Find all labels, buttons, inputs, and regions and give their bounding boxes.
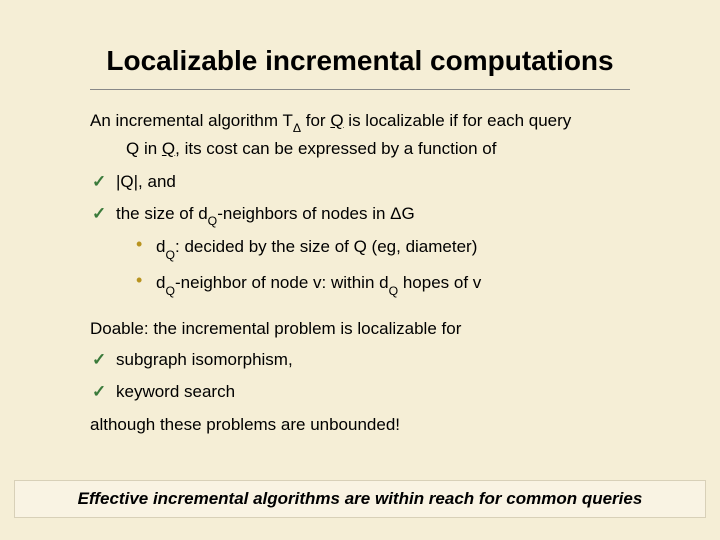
- slide-title: Localizable incremental computations: [30, 45, 690, 77]
- footer-callout: Effective incremental algorithms are wit…: [14, 480, 706, 518]
- intro-mid2: is localizable if for each query: [344, 111, 572, 130]
- dq-suffix: G: [402, 204, 415, 223]
- doable-item-2: keyword search: [90, 379, 630, 405]
- check-item-q: |Q|, and: [90, 169, 630, 195]
- dq-delta: Δ: [390, 204, 401, 223]
- intro-line2: Q in Q, its cost can be expressed by a f…: [90, 136, 630, 162]
- doable-lead: Doable: the incremental problem is local…: [90, 316, 630, 342]
- intro-part1: An incremental algorithm T: [90, 111, 293, 130]
- check-item-q-text: |Q|, and: [116, 172, 176, 191]
- sb2-sub2: Q: [389, 284, 399, 298]
- doable-block: Doable: the incremental problem is local…: [90, 316, 630, 405]
- intro-text: An incremental algorithm TΔ for Q is loc…: [90, 108, 630, 161]
- sub-bullet-1: dQ: decided by the size of Q (eg, diamet…: [134, 234, 630, 262]
- intro-Q2-underline: Q: [162, 139, 175, 158]
- check-list-1: |Q|, and the size of dQ-neighbors of nod…: [90, 169, 630, 228]
- doable-item-2-text: keyword search: [116, 382, 235, 401]
- sub-bullet-2: dQ-neighbor of node v: within dQ hopes o…: [134, 270, 630, 298]
- intro-Q-underline: Q: [330, 111, 343, 130]
- check-list-2: subgraph isomorphism, keyword search: [90, 347, 630, 404]
- intro-line2-suffix: , its cost can be expressed by a functio…: [175, 139, 496, 158]
- sb1-text: : decided by the size of Q (eg, diameter…: [175, 237, 477, 256]
- intro-line2-prefix: Q in: [126, 139, 162, 158]
- doable-item-1-text: subgraph isomorphism,: [116, 350, 293, 369]
- sb2-suffix: hopes of v: [398, 273, 481, 292]
- although-text: although these problems are unbounded!: [90, 412, 630, 438]
- sub-bullet-list: dQ: decided by the size of Q (eg, diamet…: [134, 234, 630, 297]
- check-item-dq: the size of dQ-neighbors of nodes in ΔG: [90, 201, 630, 229]
- doable-item-1: subgraph isomorphism,: [90, 347, 630, 373]
- intro-mid1: for: [301, 111, 330, 130]
- sb1-sub: Q: [165, 248, 175, 262]
- title-divider: [90, 89, 630, 90]
- dq-mid: -neighbors of nodes in: [217, 204, 390, 223]
- intro-delta-sub: Δ: [293, 121, 301, 135]
- slide: Localizable incremental computations An …: [0, 0, 720, 540]
- sb2-mid: -neighbor of node v: within d: [175, 273, 389, 292]
- dq-prefix: the size of d: [116, 204, 208, 223]
- dq-sub: Q: [208, 214, 218, 228]
- sb2-sub: Q: [165, 284, 175, 298]
- slide-body: An incremental algorithm TΔ for Q is loc…: [30, 108, 690, 438]
